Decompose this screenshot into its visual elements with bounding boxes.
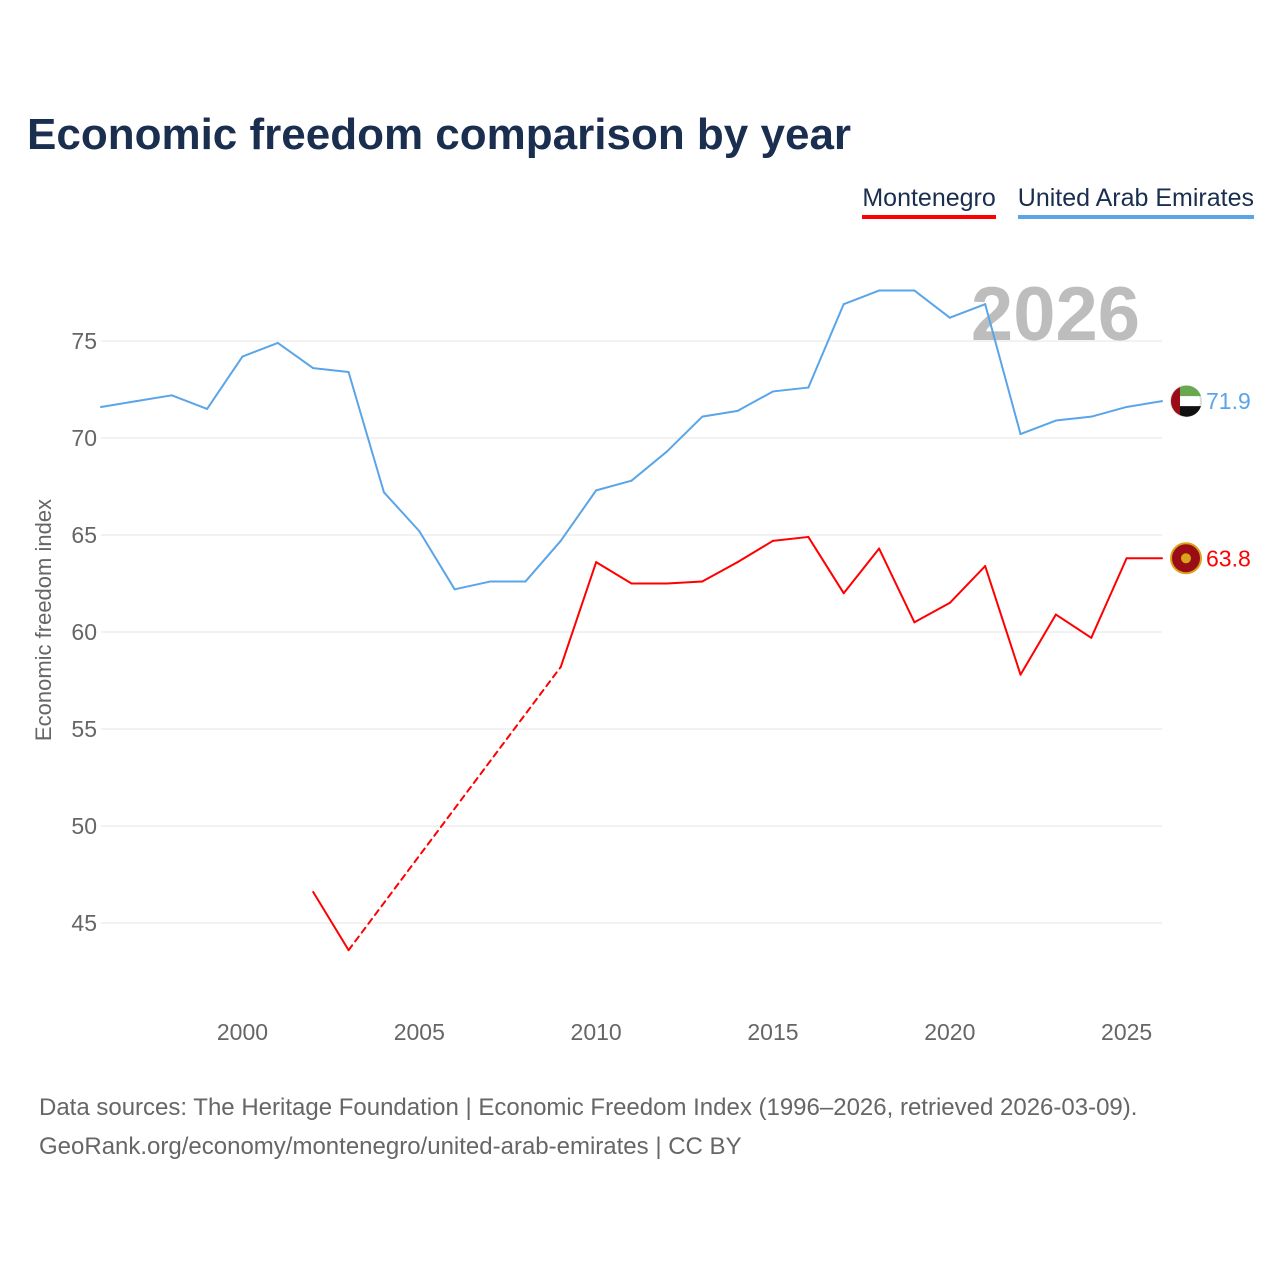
line-segment: [878, 547, 916, 624]
legend-uae[interactable]: United Arab Emirates: [1017, 184, 1254, 219]
line-segment: [559, 489, 598, 542]
line-segment: [100, 400, 138, 408]
line-segment: [984, 565, 1022, 676]
line-segment: [771, 535, 810, 542]
y-tick-label: 60: [71, 619, 97, 645]
line-segment: [948, 303, 987, 319]
line-segment: [913, 289, 951, 319]
line-segment: [665, 415, 704, 453]
line-segment: [1125, 400, 1163, 408]
x-tick-label: 2015: [747, 1019, 798, 1045]
line-segment: [276, 341, 315, 370]
line-segment: [418, 530, 456, 591]
y-tick-label: 45: [71, 910, 97, 936]
source-url[interactable]: GeoRank.org/economy/montenegro/united-ar…: [39, 1133, 742, 1160]
data-source: Data sources: The Heritage Foundation | …: [39, 1094, 1138, 1121]
x-tick-label: 2005: [394, 1019, 445, 1045]
line-segment: [241, 341, 279, 358]
line-segment: [1090, 405, 1128, 418]
gap-segment: [347, 665, 562, 952]
end-value-label: 63.8: [1206, 545, 1251, 571]
line-segment: [312, 890, 350, 952]
chart-title: Economic freedom comparison by year: [27, 110, 852, 159]
y-tick-label: 50: [71, 813, 97, 839]
line-segment: [665, 580, 704, 585]
flag-stripe: [1180, 385, 1201, 397]
line-segment: [1054, 415, 1093, 422]
x-tick-label: 2025: [1101, 1019, 1152, 1045]
line-segment: [1054, 613, 1093, 639]
y-tick-label: 70: [71, 425, 97, 451]
line-segment: [913, 601, 951, 624]
x-tick-label: 2010: [571, 1019, 622, 1045]
flag-stripe: [1170, 387, 1180, 416]
line-segment: [312, 367, 350, 374]
year-watermark: 2026: [971, 272, 1140, 357]
flag-emblem: [1181, 553, 1191, 564]
line-segment: [453, 580, 492, 591]
line-segment: [559, 561, 598, 668]
line-segment: [842, 289, 881, 306]
legend-montenegro[interactable]: Montenegro: [862, 184, 996, 219]
line-segment: [736, 390, 774, 412]
line-segment: [630, 450, 668, 482]
line-segment: [701, 409, 739, 418]
line-segment: [1090, 557, 1128, 639]
y-tick-label: 75: [71, 328, 97, 354]
line-segment: [948, 565, 987, 604]
line-segment: [595, 479, 633, 492]
flag-stripe: [1180, 406, 1201, 417]
line-segment: [807, 535, 845, 595]
x-tick-label: 2020: [924, 1019, 975, 1045]
y-tick-label: 55: [71, 716, 97, 742]
line-segment: [1019, 613, 1057, 676]
line-segment: [984, 303, 1022, 436]
line-segment: [595, 561, 633, 585]
line-segment: [382, 491, 421, 533]
footer: Data sources: The Heritage Foundation | …: [39, 1088, 1137, 1166]
line-segment: [807, 303, 845, 389]
line-segment: [1019, 419, 1057, 436]
line-segment: [170, 394, 209, 410]
y-tick-label: 65: [71, 522, 97, 548]
y-axis-label: Economic freedom index: [31, 499, 56, 741]
legend: Montenegro United Arab Emirates: [862, 184, 1254, 219]
line-segment: [771, 386, 810, 393]
end-value-label: 71.9: [1206, 388, 1251, 414]
line-segment: [736, 539, 774, 564]
line-segment: [206, 355, 244, 410]
line-segment: [347, 371, 385, 494]
line-segment: [135, 394, 173, 403]
line-segment: [701, 561, 739, 583]
x-tick-label: 2000: [217, 1019, 268, 1045]
line-segment: [524, 539, 562, 583]
line-segment: [842, 547, 881, 595]
